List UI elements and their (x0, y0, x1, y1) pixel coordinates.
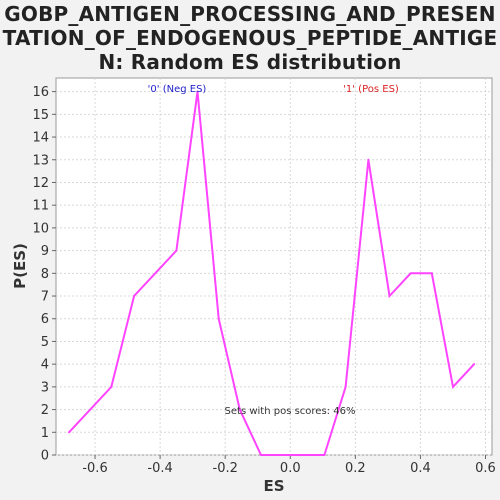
data-point (110, 385, 113, 388)
y-tick-label: 7 (41, 290, 49, 305)
pos-es-label: '1' (Pos ES) (343, 84, 399, 95)
data-point (367, 158, 370, 161)
chart-title-line: TATION_OF_ENDOGENOUS_PEPTIDE_ANTIGE (2, 26, 498, 50)
annotations: '0' (Neg ES) '1' (Pos ES) Sets with pos … (148, 84, 399, 417)
y-tick-label: 15 (32, 108, 49, 123)
data-point (196, 90, 199, 93)
y-tick-label: 9 (41, 244, 49, 259)
x-tick-label: -0.2 (213, 461, 238, 476)
x-tick-label: -0.4 (147, 461, 172, 476)
y-tick-label: 2 (41, 403, 49, 418)
y-tick-label: 8 (41, 267, 49, 282)
y-tick-label: 6 (41, 312, 49, 327)
data-point (302, 454, 305, 456)
data-point (175, 249, 178, 252)
y-tick-label: 3 (41, 380, 49, 395)
y-tick-label: 5 (41, 335, 49, 350)
y-tick-label: 12 (32, 176, 49, 191)
data-point (323, 454, 326, 456)
series-layer (68, 90, 476, 456)
y-tick-label: 0 (41, 449, 49, 464)
data-point (217, 317, 220, 320)
y-tick-label: 10 (32, 221, 49, 236)
pos-scores-annotation: Sets with pos scores: 46% (225, 406, 356, 417)
data-point (451, 385, 454, 388)
data-point (259, 454, 262, 456)
x-tick-label: 0.6 (475, 461, 496, 476)
x-axis-title: ES (263, 477, 284, 495)
x-tick-label: 0.4 (410, 461, 431, 476)
x-tick-label: 0.2 (345, 461, 366, 476)
data-point (238, 408, 241, 411)
y-tick-label: 14 (32, 131, 49, 146)
chart-title: GOBP_ANTIGEN_PROCESSING_AND_PRESEN TATIO… (0, 2, 500, 74)
y-tick-label: 1 (41, 426, 49, 441)
data-point (430, 272, 433, 275)
y-tick-label: 16 (32, 85, 49, 100)
neg-es-label: '0' (Neg ES) (148, 84, 207, 95)
chart-title-line: GOBP_ANTIGEN_PROCESSING_AND_PRESEN (4, 2, 496, 26)
data-point (68, 431, 71, 434)
x-tick-label: 0.0 (280, 461, 301, 476)
series-line (68, 91, 475, 456)
y-tick-label: 11 (32, 199, 49, 214)
data-point (388, 295, 391, 298)
y-axis-title: P(ES) (11, 243, 29, 289)
data-point (281, 454, 284, 456)
chart-title-line: N: Random ES distribution (98, 50, 402, 74)
data-point (473, 363, 476, 366)
y-tick-label: 4 (41, 358, 49, 373)
data-point (409, 272, 412, 275)
plot-background (55, 77, 493, 456)
y-tick-label: 13 (32, 153, 49, 168)
data-point (344, 385, 347, 388)
grid-lines (56, 78, 492, 456)
x-tick-label: -0.6 (82, 461, 107, 476)
data-point (133, 295, 136, 298)
